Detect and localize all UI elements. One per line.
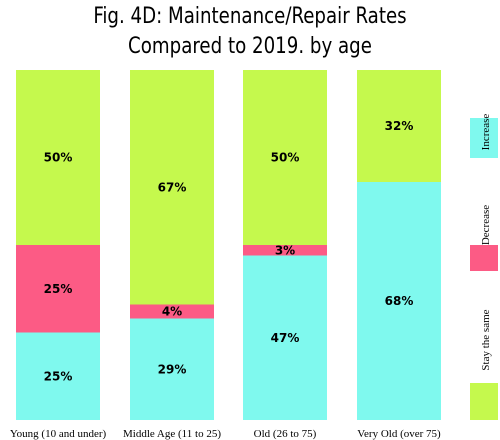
chart-title-line1: Fig. 4D: Maintenance/Repair Rates <box>93 4 407 29</box>
data-label-increase-3: 68% <box>385 294 414 308</box>
bar-segment-stay-the-same-2 <box>243 70 327 245</box>
data-label-stay-the-same-0: 50% <box>44 151 73 165</box>
bar-segment-stay-the-same-0 <box>16 70 100 245</box>
legend-swatch-increase <box>470 118 498 158</box>
legend-swatch-stay-the-same <box>470 383 498 420</box>
bar-segment-increase-0 <box>16 332 100 420</box>
bar-segment-increase-1 <box>130 318 214 420</box>
data-label-decrease-1: 4% <box>162 305 182 319</box>
bar-segment-decrease-1 <box>130 304 214 319</box>
bar-segment-stay-the-same-1 <box>130 70 214 305</box>
legend-label-increase: Increase <box>480 114 492 151</box>
legend-label-stay-the-same: Stay the same <box>480 309 492 370</box>
legend-label-decrease: Decrease <box>480 205 492 245</box>
chart-title-line2: Compared to 2019. by age <box>128 34 372 59</box>
category-label-1: Middle Age (11 to 25) <box>123 428 221 440</box>
data-label-stay-the-same-1: 67% <box>158 180 187 194</box>
category-label-2: Old (26 to 75) <box>254 428 317 440</box>
data-label-decrease-2: 3% <box>275 243 295 257</box>
bar-segment-decrease-0 <box>16 245 100 333</box>
bar-segment-stay-the-same-3 <box>357 70 441 182</box>
data-label-increase-0: 25% <box>44 369 73 383</box>
data-label-increase-1: 29% <box>158 362 187 376</box>
bar-segment-increase-2 <box>243 255 327 420</box>
data-label-stay-the-same-2: 50% <box>271 151 300 165</box>
data-label-stay-the-same-3: 32% <box>385 119 414 133</box>
category-label-3: Very Old (over 75) <box>357 428 441 440</box>
legend-swatch-decrease <box>470 245 498 271</box>
chart-title: Fig. 4D: Maintenance/Repair Rates Compar… <box>20 2 480 62</box>
category-label-0: Young (10 and under) <box>10 428 107 440</box>
bar-segment-increase-3 <box>357 182 441 420</box>
bar-segment-decrease-2 <box>243 245 327 256</box>
data-label-increase-2: 47% <box>271 331 300 345</box>
data-label-decrease-0: 25% <box>44 282 73 296</box>
